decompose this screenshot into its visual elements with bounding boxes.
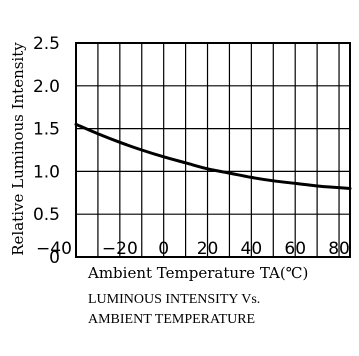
y-tick-labels: 0 0.5 1.0 1.5 2.0 2.5 xyxy=(33,34,60,268)
y-tick-label: 1.5 xyxy=(33,120,60,140)
x-tick-label: 20 xyxy=(197,239,219,259)
caption-line-1: LUMINOUS INTENSITY Vs. xyxy=(88,292,260,307)
plot-frame xyxy=(75,42,351,258)
series-line xyxy=(74,122,352,191)
x-tick-label: 40 xyxy=(241,239,263,259)
x-tick-labels: −40 −20 0 20 40 60 80 xyxy=(36,239,350,259)
series-layer xyxy=(74,122,352,191)
grid xyxy=(76,43,350,257)
y-axis-label: Relative Luminous Intensity xyxy=(9,42,27,256)
y-tick-label: 0.5 xyxy=(33,205,60,225)
caption-line-2: AMBIENT TEMPERATURE xyxy=(88,312,255,327)
x-tick-label: −40 xyxy=(36,239,72,259)
y-tick-label: 2.5 xyxy=(33,34,60,54)
y-tick-label: 0 xyxy=(49,248,60,268)
x-tick-label: 60 xyxy=(284,239,306,259)
x-tick-label: −20 xyxy=(102,239,138,259)
x-tick-label: 0 xyxy=(158,239,169,259)
x-axis-label: Ambient Temperature TA(℃) xyxy=(87,264,308,282)
y-tick-label: 2.0 xyxy=(33,77,60,97)
x-tick-label: 80 xyxy=(328,239,350,259)
y-tick-label: 1.0 xyxy=(33,162,60,182)
